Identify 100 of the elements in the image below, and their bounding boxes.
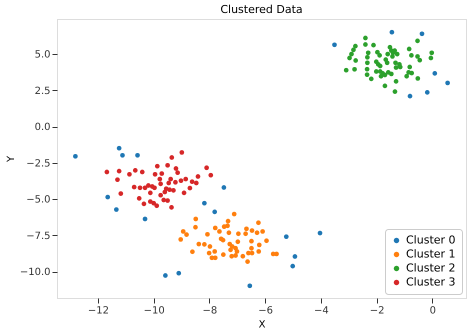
point <box>204 165 209 170</box>
point <box>127 172 132 177</box>
point <box>256 249 262 254</box>
legend-label: Cluster 0 <box>406 234 456 246</box>
point <box>250 250 254 256</box>
point <box>420 31 424 36</box>
x-tick-label: −12 <box>88 306 110 316</box>
point <box>226 218 230 224</box>
x-tick-label: −4 <box>314 306 329 316</box>
point <box>368 76 374 82</box>
point <box>250 228 254 233</box>
point <box>247 283 252 288</box>
point <box>234 249 240 254</box>
point <box>105 194 110 200</box>
point <box>169 155 174 160</box>
point <box>243 231 248 236</box>
point <box>212 210 218 214</box>
point <box>383 57 388 62</box>
point <box>364 66 370 72</box>
point <box>274 252 279 256</box>
point <box>150 184 155 189</box>
point <box>352 66 357 72</box>
point <box>167 187 172 192</box>
point <box>132 168 138 173</box>
point <box>390 30 394 35</box>
x-tick-label: −2 <box>370 306 384 316</box>
point <box>363 36 368 40</box>
point <box>264 238 269 244</box>
point <box>332 42 337 48</box>
x-tick-label: 0 <box>430 306 436 316</box>
point <box>406 46 412 52</box>
point <box>142 202 146 206</box>
point <box>394 79 398 84</box>
point <box>409 53 414 58</box>
point <box>363 42 368 47</box>
point <box>415 54 420 59</box>
point <box>408 94 412 98</box>
point <box>118 191 124 196</box>
point <box>417 58 422 63</box>
point <box>374 69 379 74</box>
point <box>244 226 249 232</box>
point <box>152 172 158 177</box>
point <box>388 72 394 76</box>
point <box>205 232 210 237</box>
point <box>351 48 356 52</box>
point <box>148 199 153 204</box>
point <box>178 178 184 184</box>
point <box>394 52 400 56</box>
point <box>292 254 298 259</box>
point <box>225 223 230 228</box>
point <box>180 229 186 234</box>
point <box>222 185 226 190</box>
point <box>190 179 194 184</box>
point <box>229 254 234 259</box>
point <box>206 250 212 256</box>
point <box>409 70 414 76</box>
point <box>364 72 370 78</box>
point <box>353 58 358 63</box>
point <box>318 230 322 236</box>
point <box>146 183 151 188</box>
point <box>240 254 246 259</box>
point <box>378 74 384 79</box>
point <box>398 64 403 70</box>
point <box>158 182 163 186</box>
point <box>157 176 162 182</box>
x-axis-title: X <box>258 320 266 330</box>
point <box>415 76 420 81</box>
point <box>104 170 110 174</box>
point <box>415 38 420 44</box>
point <box>382 84 388 88</box>
point <box>193 224 198 230</box>
point <box>196 242 202 246</box>
point <box>178 237 184 242</box>
point <box>188 186 192 190</box>
point <box>249 246 254 251</box>
point <box>135 152 140 158</box>
point <box>371 42 376 48</box>
y-tick-label: −7.5 <box>26 230 50 242</box>
point <box>377 53 382 58</box>
point <box>424 90 430 95</box>
point <box>169 205 174 210</box>
point <box>220 252 226 257</box>
point <box>163 273 168 278</box>
point <box>353 44 358 48</box>
point <box>168 176 174 182</box>
point <box>217 229 222 234</box>
point <box>132 184 137 190</box>
point <box>260 229 265 234</box>
point <box>382 72 388 78</box>
point <box>445 80 450 86</box>
point <box>202 242 207 247</box>
point <box>115 177 120 182</box>
point <box>193 216 198 222</box>
point <box>142 216 148 222</box>
point <box>366 50 371 56</box>
point <box>365 60 370 66</box>
point <box>161 198 166 202</box>
point <box>290 264 296 268</box>
y-tick-label: −5.0 <box>26 194 50 206</box>
point <box>138 185 142 190</box>
